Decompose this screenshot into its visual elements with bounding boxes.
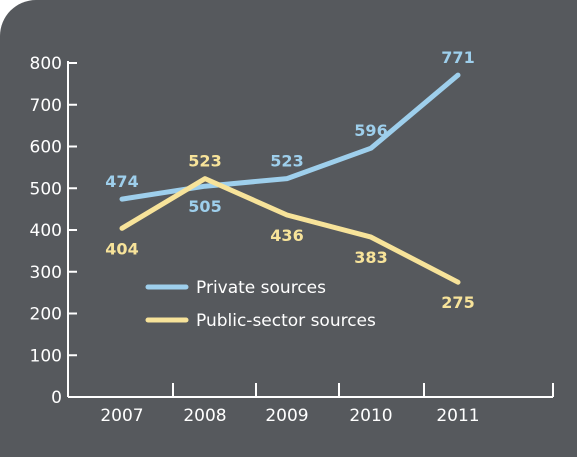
data-labels: 474 505 523 596 771 404 523 436 383 275: [105, 48, 474, 312]
y-tick-label: 700: [30, 96, 62, 116]
series-layer: [119, 72, 461, 285]
legend-label-private: Private sources: [196, 278, 326, 298]
legend-label-public: Public-sector sources: [196, 311, 376, 331]
data-label-private: 523: [270, 152, 303, 171]
y-tick-label: 300: [30, 263, 62, 283]
data-label-private: 474: [105, 172, 138, 191]
x-tick-label: 2009: [265, 406, 308, 426]
x-tick-label: 2008: [183, 406, 226, 426]
data-label-public: 436: [270, 226, 303, 245]
y-tick-label: 800: [30, 54, 62, 74]
y-tick-label: 0: [51, 388, 62, 408]
y-tick-label: 400: [30, 221, 62, 241]
data-label-private: 596: [354, 121, 387, 140]
data-label-public: 383: [354, 248, 387, 267]
series-line-public: [119, 176, 461, 285]
series-line-private: [119, 72, 461, 202]
legend: Private sources Public-sector sources: [145, 278, 376, 331]
data-label-public: 275: [441, 293, 474, 312]
data-label-private: 505: [188, 197, 221, 216]
y-tick-label: 100: [30, 346, 62, 366]
y-tick-label: 500: [30, 179, 62, 199]
data-label-public: 523: [188, 152, 221, 171]
data-label-private: 771: [441, 48, 474, 67]
x-tick-label: 2011: [436, 406, 479, 426]
x-tick-label: 2007: [100, 406, 143, 426]
data-label-public: 404: [105, 239, 138, 258]
x-tick-label: 2010: [349, 406, 392, 426]
y-tick-label: 200: [30, 305, 62, 325]
y-tick-label: 600: [30, 138, 62, 158]
axes: 0 100 200 300 400 500 600 700 800 2007 2008 2009 201…: [30, 54, 554, 426]
